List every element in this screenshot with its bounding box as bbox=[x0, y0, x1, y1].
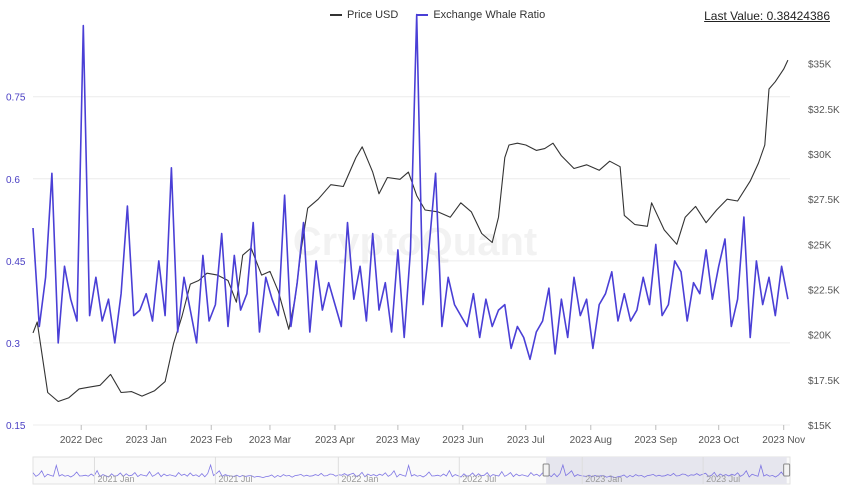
x-tick-label: 2023 Jan bbox=[126, 435, 167, 446]
x-axis-ticks: 2022 Dec 2023 Jan 2023 Feb 2023 Mar 2023 Apr… bbox=[60, 425, 805, 446]
left-tick-label: 0.15 bbox=[6, 421, 26, 432]
left-tick-label: 0.6 bbox=[6, 175, 20, 186]
legend-item-whale-ratio[interactable]: Exchange Whale Ratio bbox=[416, 9, 545, 21]
x-tick-label: 2023 Aug bbox=[570, 435, 612, 446]
watermark: CryptoQuant bbox=[293, 220, 537, 264]
right-tick-label: $17.5K bbox=[808, 376, 840, 387]
navigator-tick-label: 2022 Jan bbox=[341, 474, 378, 484]
whale-ratio-swatch bbox=[416, 14, 429, 16]
right-tick-label: $35K bbox=[808, 60, 832, 71]
navigator-tick-label: 2023 Jan bbox=[585, 474, 622, 484]
legend-label-whale-ratio: Exchange Whale Ratio bbox=[433, 9, 546, 21]
last-value[interactable]: Last Value: 0.38424386 bbox=[704, 9, 830, 23]
navigator-tick-label: 2022 Jul bbox=[462, 474, 496, 484]
x-tick-label: 2023 Mar bbox=[249, 435, 292, 446]
x-tick-label: 2023 Sep bbox=[634, 435, 677, 446]
x-tick-label: 2023 May bbox=[376, 435, 420, 446]
navigator-tick-label: 2021 Jul bbox=[218, 474, 252, 484]
right-tick-label: $22.5K bbox=[808, 286, 840, 297]
left-tick-label: 0.75 bbox=[6, 93, 26, 104]
x-tick-label: 2023 Feb bbox=[190, 435, 233, 446]
legend-item-price[interactable]: Price USD bbox=[330, 9, 398, 21]
legend: Price USD Exchange Whale Ratio bbox=[330, 9, 545, 21]
legend-label-price: Price USD bbox=[347, 9, 399, 21]
navigator[interactable]: 2021 Jan 2021 Jul 2022 Jan 2022 Jul 2023 Jan… bbox=[32, 456, 791, 485]
right-tick-label: $30K bbox=[808, 150, 832, 161]
left-axis-ticks: 0.75 0.6 0.45 0.3 0.15 bbox=[6, 93, 26, 432]
whale-ratio-line bbox=[32, 13, 789, 361]
navigator-handle-right[interactable] bbox=[783, 463, 791, 477]
x-tick-label: 2022 Dec bbox=[60, 435, 103, 446]
x-tick-label: 2023 Nov bbox=[762, 435, 805, 446]
left-tick-label: 0.3 bbox=[6, 339, 20, 350]
navigator-tick-label: 2021 Jan bbox=[97, 474, 134, 484]
right-tick-label: $15K bbox=[808, 421, 832, 432]
x-tick-label: 2023 Jul bbox=[507, 435, 545, 446]
price-swatch bbox=[330, 14, 342, 16]
x-tick-label: 2023 Oct bbox=[698, 435, 739, 446]
right-axis-ticks: $35K $32.5K $30K $27.5K $25K $22.5K $20K $17.5K… bbox=[808, 60, 840, 432]
navigator-handle-left[interactable] bbox=[542, 463, 550, 477]
right-tick-label: $32.5K bbox=[808, 105, 840, 116]
right-tick-label: $27.5K bbox=[808, 195, 840, 206]
x-tick-label: 2023 Jun bbox=[442, 435, 483, 446]
whale-ratio-series bbox=[32, 13, 789, 361]
right-tick-label: $20K bbox=[808, 331, 832, 342]
right-tick-label: $25K bbox=[808, 240, 832, 251]
left-tick-label: 0.45 bbox=[6, 257, 26, 268]
navigator-tick-label: 2023 Jul bbox=[706, 474, 740, 484]
navigator-line bbox=[32, 463, 791, 479]
x-tick-label: 2023 Apr bbox=[315, 435, 356, 446]
